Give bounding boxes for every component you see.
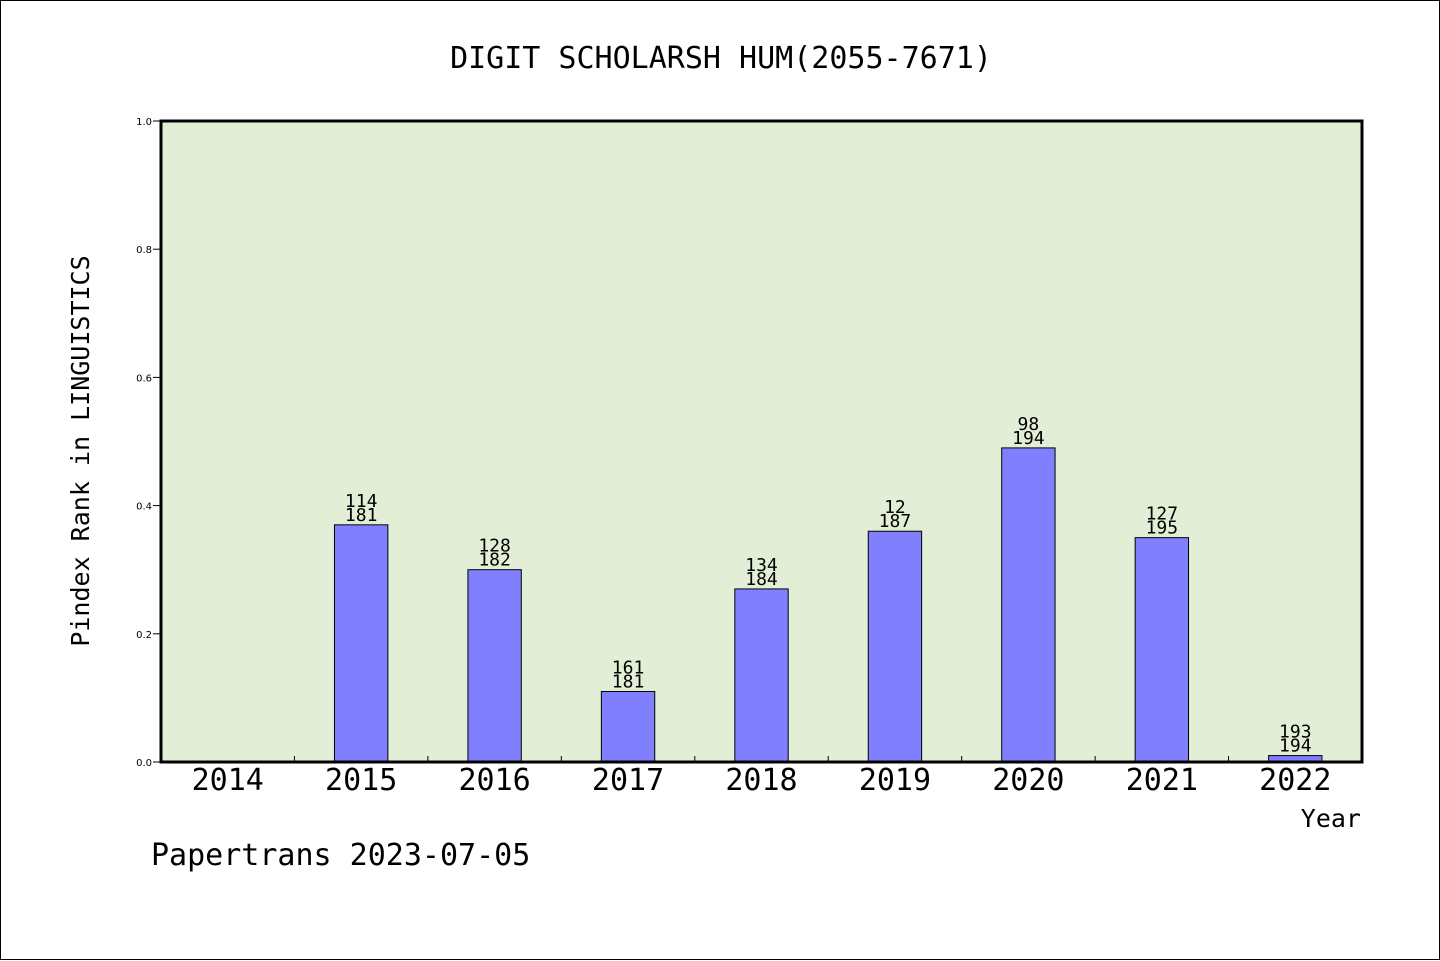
y-tick-label: 0.0 bbox=[136, 758, 152, 769]
bar-rank-label: 187 bbox=[879, 511, 912, 532]
bar-rank-label: 182 bbox=[478, 550, 511, 571]
bar-rank-label: 127 bbox=[1146, 504, 1179, 525]
x-tick-label: 2022 bbox=[1259, 763, 1331, 798]
x-tick-label: 2017 bbox=[592, 763, 664, 798]
bar-rank-label: 114 bbox=[345, 491, 378, 512]
y-axis-label: Pindex Rank in LINGUISTICS bbox=[66, 255, 95, 646]
y-tick-label: 0.2 bbox=[136, 630, 152, 641]
x-tick-label: 2015 bbox=[325, 763, 397, 798]
x-tick-label: 2016 bbox=[458, 763, 530, 798]
x-tick-label: 2020 bbox=[992, 763, 1064, 798]
y-tick-label: 1.0 bbox=[136, 117, 152, 128]
plot-border bbox=[159, 119, 1364, 764]
x-tick-label: 2014 bbox=[192, 763, 264, 798]
bar-rank-label: 98 bbox=[1018, 414, 1040, 435]
bar-rank-label: 134 bbox=[745, 555, 778, 576]
bar-labels: 1141811281821611811341841218798194127195… bbox=[345, 414, 1312, 757]
footer-text: Papertrans 2023-07-05 bbox=[151, 838, 530, 873]
bar-rank-label: 181 bbox=[345, 505, 378, 526]
x-tick-label: 2019 bbox=[859, 763, 931, 798]
bar-rank-label: 194 bbox=[1279, 736, 1312, 757]
y-tick-label: 0.8 bbox=[136, 245, 152, 256]
bar bbox=[600, 690, 656, 763]
bar-rank-label: 181 bbox=[612, 671, 645, 692]
bar-rank-label: 184 bbox=[745, 569, 778, 590]
bar-rank-label: 193 bbox=[1279, 722, 1312, 743]
x-axis-ticks: 2014 2015 2016 2017 2018 2019 2020 2021 2022 bbox=[192, 756, 1331, 798]
bar bbox=[1001, 447, 1056, 763]
bar bbox=[1134, 537, 1190, 763]
bar-rank-label: 12 bbox=[884, 497, 906, 518]
x-tick-label: 2018 bbox=[725, 763, 797, 798]
bar bbox=[867, 530, 923, 763]
bar-rank-label: 161 bbox=[612, 657, 645, 678]
chart-title: DIGIT SCHOLARSH HUM(2055-7671) bbox=[450, 41, 992, 76]
bar-series bbox=[333, 447, 1323, 763]
bar-rank-label: 195 bbox=[1146, 518, 1179, 539]
bar-rank-label: 128 bbox=[478, 536, 511, 557]
x-tick-label: 2021 bbox=[1126, 763, 1198, 798]
bar bbox=[333, 524, 389, 763]
y-axis-ticks: 0.0 0.2 0.4 0.6 0.8 1.0 bbox=[136, 117, 161, 769]
bar-rank-label: 194 bbox=[1012, 428, 1045, 449]
bar bbox=[734, 588, 789, 763]
bar bbox=[467, 569, 522, 763]
x-axis-label: Year bbox=[1301, 804, 1361, 833]
y-tick-label: 0.6 bbox=[136, 373, 152, 384]
y-tick-label: 0.4 bbox=[136, 502, 152, 513]
